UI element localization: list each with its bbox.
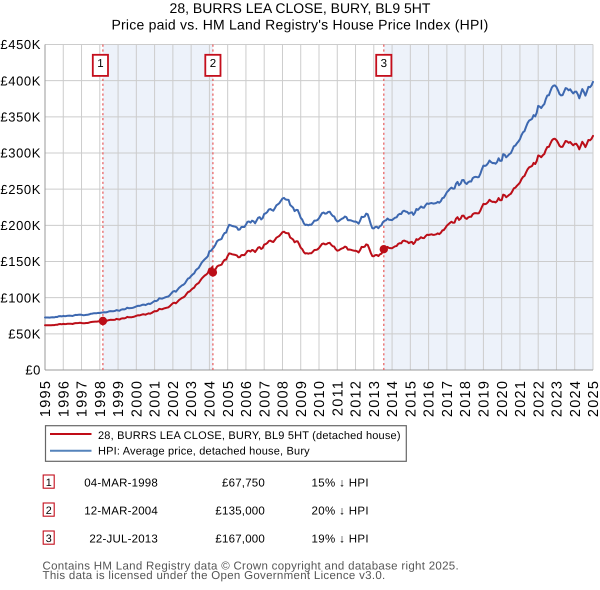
svg-text:15% ↓ HPI: 15% ↓ HPI: [312, 478, 369, 490]
svg-text:£300K: £300K: [0, 146, 41, 161]
svg-text:2000: 2000: [129, 380, 145, 417]
svg-text:2001: 2001: [148, 380, 164, 417]
svg-text:3: 3: [381, 58, 387, 70]
svg-text:04-MAR-1998: 04-MAR-1998: [84, 478, 158, 490]
svg-text:1995: 1995: [38, 380, 54, 417]
svg-text:2011: 2011: [330, 380, 346, 416]
svg-text:Contains HM Land Registry data: Contains HM Land Registry data © Crown c…: [43, 560, 459, 572]
svg-text:£200K: £200K: [0, 218, 41, 233]
svg-text:2007: 2007: [257, 380, 273, 417]
svg-text:£67,750: £67,750: [222, 478, 265, 490]
svg-text:£0: £0: [25, 363, 41, 378]
svg-text:2023: 2023: [550, 380, 566, 417]
svg-text:1997: 1997: [75, 380, 91, 417]
svg-text:£450K: £450K: [0, 37, 41, 52]
svg-text:£350K: £350K: [0, 109, 41, 124]
svg-text:1: 1: [97, 58, 103, 70]
svg-text:1: 1: [46, 477, 52, 489]
svg-text:Price paid vs. HM Land Registr: Price paid vs. HM Land Registry's House …: [111, 16, 488, 32]
svg-text:2010: 2010: [312, 380, 328, 417]
svg-text:2017: 2017: [440, 380, 456, 417]
svg-text:£50K: £50K: [8, 326, 41, 341]
svg-text:HPI: Average price, detached h: HPI: Average price, detached house, Bury: [98, 446, 310, 458]
svg-text:2014: 2014: [385, 380, 401, 417]
svg-text:2: 2: [210, 58, 216, 70]
svg-text:12-MAR-2004: 12-MAR-2004: [84, 506, 158, 518]
svg-text:2018: 2018: [458, 380, 474, 417]
svg-text:28, BURRS LEA CLOSE, BURY, BL9: 28, BURRS LEA CLOSE, BURY, BL9 5HT (deta…: [98, 430, 401, 442]
svg-text:2004: 2004: [203, 380, 219, 417]
svg-text:£150K: £150K: [0, 254, 41, 269]
svg-text:2021: 2021: [513, 380, 529, 417]
svg-text:22-JUL-2013: 22-JUL-2013: [89, 534, 158, 546]
svg-text:2003: 2003: [184, 380, 200, 417]
svg-text:2022: 2022: [531, 380, 547, 417]
svg-text:2015: 2015: [403, 380, 419, 417]
svg-text:£167,000: £167,000: [215, 534, 265, 546]
svg-text:1999: 1999: [111, 380, 127, 417]
svg-text:19% ↓ HPI: 19% ↓ HPI: [312, 534, 369, 546]
svg-text:2006: 2006: [239, 380, 255, 417]
svg-text:1998: 1998: [93, 380, 109, 417]
svg-text:£135,000: £135,000: [215, 506, 265, 518]
svg-text:2005: 2005: [221, 380, 237, 417]
svg-text:3: 3: [46, 533, 52, 545]
svg-text:This data is licensed under th: This data is licensed under the Open Gov…: [43, 570, 386, 582]
svg-text:2020: 2020: [495, 380, 511, 417]
svg-text:2016: 2016: [422, 380, 438, 417]
svg-text:2: 2: [46, 505, 52, 517]
svg-text:£250K: £250K: [0, 182, 41, 197]
svg-text:2019: 2019: [477, 380, 493, 417]
svg-text:2008: 2008: [276, 380, 292, 417]
svg-text:£400K: £400K: [0, 73, 41, 88]
svg-text:20% ↓ HPI: 20% ↓ HPI: [312, 506, 369, 518]
svg-text:2012: 2012: [349, 380, 365, 417]
svg-text:2025: 2025: [586, 380, 600, 417]
svg-text:2009: 2009: [294, 380, 310, 417]
svg-text:2024: 2024: [568, 380, 584, 417]
svg-text:28, BURRS LEA CLOSE, BURY, BL9: 28, BURRS LEA CLOSE, BURY, BL9 5HT: [170, 0, 431, 16]
svg-text:1996: 1996: [56, 380, 72, 417]
svg-text:2013: 2013: [367, 380, 383, 417]
svg-text:£100K: £100K: [0, 290, 41, 305]
svg-text:2002: 2002: [166, 380, 182, 417]
